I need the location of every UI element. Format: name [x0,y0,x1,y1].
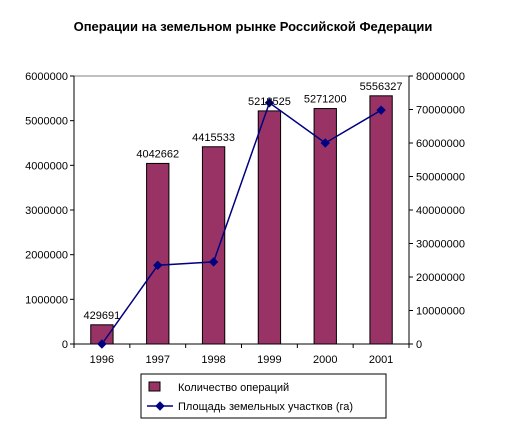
chart-title: Операции на земельном рынке Российской Ф… [74,19,433,34]
x-tick-label: 1999 [257,354,281,366]
legend: Количество операций Площадь земельных уча… [140,373,387,419]
y-left-tick-label: 0 [62,339,68,351]
y-right-tick-label: 60000000 [416,138,465,150]
bar-data-label: 5556327 [360,81,403,93]
line-point [376,105,386,115]
plot-frame [73,75,410,345]
y-left-tick-label: 4000000 [25,160,68,172]
line-point [264,98,275,108]
line-point [97,339,107,349]
legend-label-line: Площадь земельных участков (га) [178,401,353,413]
y-right-tick-label: 70000000 [416,105,465,117]
y-right-tick-label: 80000000 [416,71,465,83]
bar [257,110,282,345]
bar-data-label: 4415533 [192,132,235,144]
y-left-tick-label: 6000000 [25,71,68,83]
y-right-tick-label: 40000000 [416,205,465,217]
x-tick-label: 1998 [201,354,225,366]
y-right-tick-label: 50000000 [416,172,465,184]
bar [369,95,393,345]
bar [201,146,226,345]
y-right-tick-label: 30000000 [416,239,465,251]
line-point [320,138,330,148]
plot-area: 0 1000000 2000000 3000000 4000000 5000000 6000… [25,71,465,366]
line-point [208,257,219,267]
legend-label-bar: Количество операций [178,382,289,394]
bar-data-label: 5218525 [248,96,291,108]
legend-swatch-bar [148,381,161,392]
x-tick-label: 2000 [313,354,337,366]
x-tick-label: 2001 [369,354,393,366]
x-tick-label: 1997 [146,354,170,366]
y-right-tick-label: 20000000 [416,272,465,284]
y-left-tick-label: 1000000 [25,294,68,306]
bar-data-label: 429691 [84,310,121,322]
y-left-tick-label: 5000000 [25,116,68,128]
bar [146,162,170,345]
x-tick-label: 1996 [90,354,114,366]
line-point [153,260,163,270]
bar-data-label: 4042662 [136,148,179,160]
y-left-tick-label: 3000000 [25,205,68,217]
bar [313,108,337,345]
y-left-tick-label: 2000000 [25,250,68,262]
legend-swatch-marker [155,401,165,411]
line-series [101,101,382,345]
legend-box [140,373,387,419]
y-right-tick-label: 0 [416,339,422,351]
bar-data-label: 5271200 [304,94,347,106]
y-right-tick-label: 10000000 [416,306,465,318]
